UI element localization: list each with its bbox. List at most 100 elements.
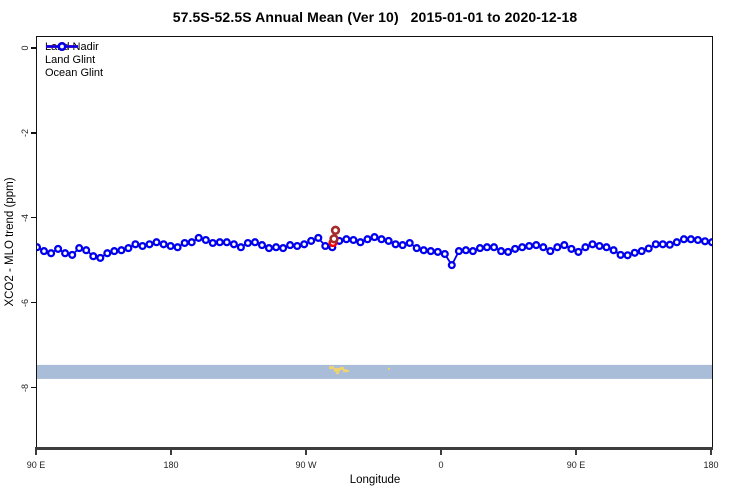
- data-point-ocean-glint: [89, 252, 98, 261]
- data-point-ocean-glint: [236, 243, 245, 252]
- data-point-ocean-glint: [426, 247, 435, 256]
- data-point-ocean-glint: [581, 243, 590, 252]
- ocean-glint-marker-icon: [46, 41, 78, 52]
- data-point-ocean-glint: [693, 235, 702, 245]
- data-point-ocean-glint: [679, 235, 688, 244]
- data-point-ocean-glint: [300, 240, 309, 249]
- data-point-ocean-glint: [250, 238, 260, 247]
- data-point-land-nadir: [329, 234, 339, 244]
- data-point-ocean-glint: [257, 241, 267, 250]
- map-band-land-patch: [346, 369, 349, 372]
- data-point-ocean-glint: [363, 235, 372, 244]
- data-point-ocean-glint: [349, 235, 358, 245]
- data-point-ocean-glint: [658, 240, 667, 249]
- data-point-ocean-glint: [82, 246, 91, 255]
- data-point-ocean-glint: [398, 241, 407, 250]
- data-point-ocean-glint: [145, 240, 154, 249]
- data-point-ocean-glint: [384, 236, 393, 245]
- data-point-ocean-glint: [377, 235, 386, 244]
- data-point-ocean-glint: [117, 246, 126, 255]
- map-band-land-patch: [388, 367, 390, 370]
- data-point-ocean-glint: [180, 238, 189, 248]
- data-point-ocean-glint: [222, 238, 231, 247]
- y-tick-label: -2: [20, 128, 30, 137]
- x-tick-label: 180: [163, 460, 179, 470]
- data-point-ocean-glint: [623, 251, 632, 260]
- x-tick-mark: [440, 450, 442, 455]
- data-point-ocean-glint: [574, 247, 583, 256]
- data-point-ocean-glint: [532, 241, 541, 250]
- y-tick-mark: [31, 302, 36, 304]
- data-point-ocean-glint: [229, 240, 238, 249]
- data-point-ocean-glint: [539, 243, 548, 252]
- data-point-ocean-glint: [321, 241, 330, 251]
- data-point-ocean-glint: [644, 244, 653, 253]
- data-point-ocean-glint: [39, 247, 49, 256]
- data-point-ocean-glint: [194, 233, 203, 242]
- map-band-land-patch: [343, 369, 348, 373]
- data-point-ocean-glint: [279, 244, 288, 253]
- data-point-ocean-glint: [131, 240, 140, 249]
- data-point-ocean-glint: [447, 261, 456, 270]
- data-point-ocean-glint: [391, 240, 400, 249]
- chart-title: 57.5S-52.5S Annual Mean (Ver 10) 2015-01…: [172, 9, 578, 25]
- data-point-ocean-glint: [525, 241, 534, 251]
- data-point-ocean-glint: [103, 249, 112, 258]
- data-point-ocean-glint: [201, 235, 210, 245]
- map-band-land-patch: [334, 367, 340, 372]
- x-tick-label: 0: [438, 460, 444, 470]
- x-tick-mark: [575, 450, 577, 455]
- data-point-ocean-glint: [307, 236, 316, 245]
- data-point-ocean-glint: [159, 240, 168, 249]
- x-tick-mark: [170, 450, 172, 455]
- data-point-ocean-glint: [686, 235, 695, 244]
- data-point-ocean-glint: [138, 241, 147, 251]
- y-tick-label: -4: [20, 213, 30, 222]
- data-point-ocean-glint: [489, 243, 499, 252]
- x-tick-mark: [305, 450, 307, 455]
- x-tick-mark: [35, 450, 37, 455]
- data-point-ocean-glint: [110, 247, 119, 256]
- data-point-ocean-glint: [504, 247, 513, 256]
- data-point-ocean-glint: [672, 238, 681, 247]
- data-point-ocean-glint: [356, 238, 365, 247]
- y-tick-mark: [31, 47, 36, 49]
- data-point-ocean-glint: [208, 238, 217, 248]
- data-point-ocean-glint: [419, 246, 428, 255]
- data-point-ocean-glint: [124, 244, 133, 253]
- data-point-ocean-glint: [96, 253, 105, 262]
- data-point-ocean-glint: [468, 247, 477, 256]
- data-point-ocean-glint: [475, 244, 485, 253]
- data-point-ocean-glint: [264, 244, 274, 253]
- legend-item-ocean-glint: Ocean Glint: [45, 41, 103, 80]
- legend: Land Nadir Land Glint Ocean Glint: [45, 41, 103, 80]
- data-point-ocean-glint: [75, 244, 84, 253]
- y-tick-mark: [31, 386, 36, 389]
- data-point-land-nadir: [330, 225, 341, 236]
- y-tick-mark: [31, 132, 36, 134]
- x-tick-label: 90 E: [566, 460, 586, 470]
- data-point-ocean-glint: [665, 240, 674, 249]
- data-point-ocean-glint: [412, 244, 421, 253]
- data-point-ocean-glint: [546, 247, 555, 256]
- data-point-ocean-glint: [637, 247, 646, 256]
- data-point-ocean-glint: [314, 233, 323, 242]
- data-point-ocean-glint: [405, 238, 414, 248]
- data-point-ocean-glint: [497, 247, 506, 256]
- data-point-ocean-glint: [651, 240, 660, 249]
- data-point-ocean-glint: [173, 243, 182, 252]
- data-point-ocean-glint: [61, 249, 70, 258]
- y-axis-label: XCO2 - MLO trend (ppm): [4, 177, 16, 307]
- data-point-ocean-glint: [342, 235, 351, 244]
- data-point-ocean-glint: [286, 241, 295, 250]
- data-point-ocean-glint: [47, 249, 56, 258]
- data-point-ocean-glint: [152, 238, 161, 247]
- data-point-ocean-glint: [707, 238, 712, 247]
- data-point-ocean-glint: [293, 241, 302, 251]
- data-point-ocean-glint: [567, 244, 576, 253]
- data-point-ocean-glint: [440, 249, 449, 259]
- data-point-ocean-glint: [433, 247, 442, 256]
- data-point-ocean-glint: [482, 243, 492, 252]
- data-point-ocean-glint: [215, 238, 224, 247]
- data-point-ocean-glint: [602, 243, 611, 252]
